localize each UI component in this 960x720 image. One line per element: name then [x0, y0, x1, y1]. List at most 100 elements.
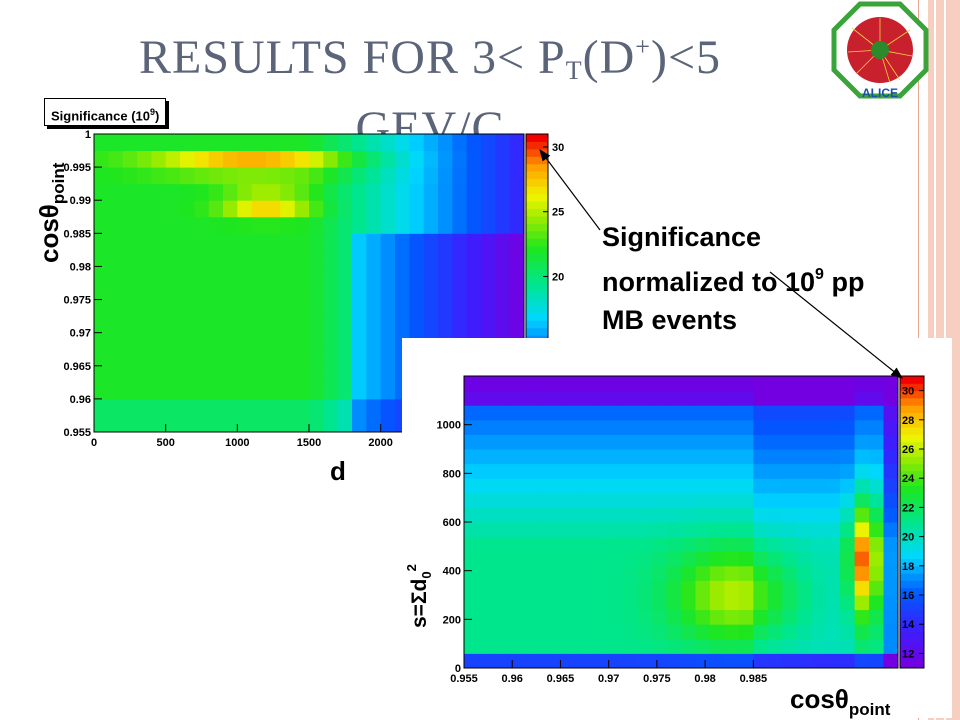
heatmap-cell: [409, 249, 425, 267]
heatmap-cell: [666, 390, 682, 406]
heatmap-cell: [223, 349, 238, 367]
heatmap-cell: [395, 134, 410, 152]
heatmap-cell: [550, 478, 566, 494]
heatmap-cell: [122, 349, 138, 367]
heatmap-cell: [637, 478, 653, 494]
heatmap-cell: [767, 595, 783, 611]
heatmap-cell: [883, 390, 899, 406]
heatmap-cell: [666, 551, 682, 567]
plot1-xlabel: d: [330, 456, 346, 486]
heatmap-cell: [681, 405, 696, 421]
heatmap-cell: [380, 200, 396, 218]
heatmap-cell: [681, 522, 696, 538]
heatmap-cell: [681, 390, 696, 406]
heatmap-cell: [767, 492, 783, 508]
heatmap-cell: [165, 216, 181, 234]
heatmap-cell: [464, 434, 479, 450]
colorbar-segment: [900, 507, 924, 516]
heatmap-cell: [608, 580, 624, 596]
heatmap-cell: [767, 551, 783, 567]
heatmap-cell: [180, 283, 195, 301]
plot2-xlabel: cosθpoint: [790, 684, 890, 720]
heatmap-cell: [565, 463, 581, 479]
heatmap-cell: [323, 216, 339, 234]
heatmap-cell: [180, 167, 195, 185]
heatmap-cell: [492, 536, 508, 552]
heatmap-cell: [151, 283, 167, 301]
heatmap-cell: [352, 183, 367, 201]
heatmap-cell: [565, 653, 581, 669]
heatmap-cell: [608, 609, 624, 625]
heatmap-cell: [738, 405, 754, 421]
heatmap-cell: [237, 200, 253, 218]
heatmap-cell: [767, 580, 783, 596]
heatmap-cell: [695, 653, 711, 669]
heatmap-cell: [380, 415, 396, 433]
heatmap-cell: [352, 415, 367, 433]
heatmap-cell: [151, 349, 167, 367]
heatmap-cell: [395, 299, 410, 317]
heatmap-cell: [782, 463, 798, 479]
heatmap-cell: [782, 405, 798, 421]
heatmap-cell: [337, 316, 353, 334]
heatmap-cell: [466, 134, 482, 152]
heatmap-cell: [579, 507, 595, 523]
heatmap-cell: [478, 478, 494, 494]
y-tick-label: 0.96: [70, 394, 91, 406]
heatmap-cell: [495, 283, 511, 301]
heatmap-cell: [738, 580, 754, 596]
plot1-title-suffix: ): [155, 108, 160, 124]
heatmap-cell: [767, 434, 783, 450]
heatmap-cell: [452, 200, 468, 218]
heatmap-cell: [724, 376, 740, 392]
heatmap-cell: [223, 299, 238, 317]
heatmap-cell: [194, 332, 210, 350]
heatmap-cell: [466, 316, 482, 334]
heatmap-cell: [464, 478, 479, 494]
heatmap-cell: [608, 419, 624, 435]
heatmap-cell: [883, 405, 899, 421]
heatmap-cell: [108, 266, 124, 284]
plot1-heatmap: 10152025300500100015002000250030000.9550…: [63, 129, 564, 462]
heatmap-cell: [724, 463, 740, 479]
heatmap-cell: [208, 266, 224, 284]
heatmap-cell: [352, 233, 367, 251]
plot1-cells: [94, 134, 525, 433]
heatmap-cell: [266, 332, 281, 350]
heatmap-cell: [266, 183, 281, 201]
heatmap-cell: [122, 183, 138, 201]
heatmap-cell: [695, 492, 711, 508]
heatmap-cell: [565, 551, 581, 567]
heatmap-cell: [423, 299, 439, 317]
logo-text: ALICE: [862, 86, 898, 100]
y-tick-label: 0.97: [70, 328, 91, 340]
heatmap-cell: [840, 390, 856, 406]
heatmap-cell: [608, 595, 624, 611]
heatmap-cell: [579, 653, 595, 669]
heatmap-cell: [251, 349, 267, 367]
x-tick-label: 0.985: [740, 673, 768, 685]
heatmap-cell: [608, 551, 624, 567]
heatmap-cell: [495, 233, 511, 251]
heatmap-cell: [266, 249, 281, 267]
heatmap-cell: [579, 551, 595, 567]
title-prefix: RESULTS FOR 3< P: [138, 31, 566, 84]
heatmap-cell: [854, 419, 870, 435]
heatmap-cell: [352, 216, 367, 234]
y-tick-label: 0: [455, 663, 461, 675]
heatmap-cell: [507, 595, 523, 611]
heatmap-cell: [507, 463, 523, 479]
heatmap-cell: [579, 405, 595, 421]
heatmap-cell: [594, 405, 610, 421]
heatmap-cell: [478, 376, 494, 392]
heatmap-cell: [323, 167, 339, 185]
heatmap-cell: [423, 233, 439, 251]
heatmap-cell: [452, 216, 468, 234]
colorbar-segment: [900, 397, 924, 406]
y-tick-label: 1: [85, 129, 91, 141]
heatmap-cell: [782, 595, 798, 611]
heatmap-cell: [652, 565, 668, 581]
heatmap-cell: [280, 134, 296, 152]
heatmap-cell: [594, 492, 610, 508]
heatmap-cell: [652, 449, 668, 465]
